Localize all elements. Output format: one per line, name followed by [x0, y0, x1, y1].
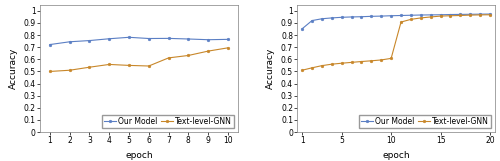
Text-level-GNN [186, 54, 192, 56]
Text-level-GNN [146, 65, 152, 67]
Text-level-GNN [358, 61, 364, 62]
Our Model [47, 44, 53, 46]
Y-axis label: Accuracy: Accuracy [9, 48, 18, 89]
Text-level-GNN [348, 61, 354, 63]
Y-axis label: Accuracy: Accuracy [266, 48, 276, 89]
Our Model [438, 14, 444, 16]
Line: Our Model: Our Model [300, 13, 492, 30]
Text-level-GNN [368, 60, 374, 62]
Text-level-GNN [106, 63, 112, 65]
Legend: Our Model, Text-level-GNN: Our Model, Text-level-GNN [102, 115, 234, 128]
Our Model [458, 13, 464, 15]
Text-level-GNN [438, 15, 444, 17]
Text-level-GNN [458, 14, 464, 16]
Our Model [487, 13, 493, 15]
Text-level-GNN [418, 17, 424, 19]
Line: Our Model: Our Model [48, 36, 230, 46]
Our Model [309, 20, 315, 22]
Line: Text-level-GNN: Text-level-GNN [300, 13, 492, 72]
Legend: Our Model, Text-level-GNN: Our Model, Text-level-GNN [359, 115, 491, 128]
Text-level-GNN [299, 69, 305, 71]
Our Model [319, 18, 325, 20]
Text-level-GNN [338, 62, 344, 64]
Our Model [428, 14, 434, 16]
Text-level-GNN [205, 50, 211, 52]
Text-level-GNN [408, 18, 414, 20]
Text-level-GNN [329, 63, 335, 65]
Our Model [186, 38, 192, 40]
X-axis label: epoch: epoch [125, 151, 152, 160]
Our Model [477, 13, 483, 15]
Our Model [468, 13, 473, 15]
Our Model [225, 38, 231, 40]
Text-level-GNN [319, 65, 325, 67]
Text-level-GNN [477, 14, 483, 16]
Our Model [106, 38, 112, 40]
Our Model [448, 14, 454, 15]
Our Model [388, 15, 394, 17]
Text-level-GNN [487, 14, 493, 16]
Our Model [408, 14, 414, 16]
Text-level-GNN [428, 16, 434, 18]
Our Model [299, 28, 305, 30]
Our Model [329, 17, 335, 19]
Our Model [126, 36, 132, 38]
Text-level-GNN [309, 67, 315, 69]
Text-level-GNN [448, 15, 454, 17]
Our Model [66, 41, 72, 43]
Text-level-GNN [86, 66, 92, 68]
Our Model [378, 15, 384, 17]
Text-level-GNN [66, 69, 72, 71]
Text-level-GNN [468, 14, 473, 16]
Line: Text-level-GNN: Text-level-GNN [48, 46, 230, 73]
Our Model [86, 40, 92, 42]
Our Model [368, 15, 374, 17]
Our Model [166, 37, 172, 39]
X-axis label: epoch: epoch [382, 151, 410, 160]
Our Model [348, 16, 354, 18]
Our Model [338, 16, 344, 18]
Our Model [205, 39, 211, 41]
Our Model [418, 14, 424, 16]
Our Model [358, 16, 364, 18]
Text-level-GNN [166, 57, 172, 59]
Our Model [146, 38, 152, 39]
Text-level-GNN [47, 71, 53, 72]
Our Model [398, 14, 404, 16]
Text-level-GNN [225, 47, 231, 49]
Text-level-GNN [126, 64, 132, 66]
Text-level-GNN [378, 59, 384, 61]
Text-level-GNN [398, 21, 404, 23]
Text-level-GNN [388, 57, 394, 59]
